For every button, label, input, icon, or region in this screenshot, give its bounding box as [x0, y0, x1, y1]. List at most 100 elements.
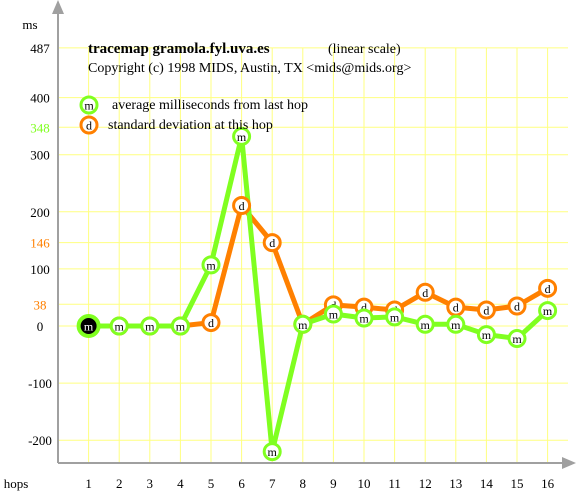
- data-point-letter: d: [453, 301, 459, 315]
- data-point-letter: m: [390, 310, 400, 324]
- data-point-d: d: [262, 233, 282, 253]
- data-point-m: m: [232, 126, 252, 146]
- data-point-letter: m: [329, 308, 339, 322]
- data-point-m: m: [293, 314, 313, 334]
- data-point-m: m: [109, 316, 129, 336]
- data-point-letter: m: [451, 318, 461, 332]
- x-tick-label: 5: [208, 476, 215, 491]
- x-tick-label: 11: [388, 476, 401, 491]
- data-point-marker-m: [262, 442, 282, 462]
- axis-tick-labels: 1 2 3 4 5 6 7 8 9 10 11 12 13 14 15 16-200-100010020030…: [28, 41, 555, 491]
- chart-header: tracemap gramola.fyl.uva.es (linear scal…: [88, 41, 411, 76]
- data-point-m: m: [415, 314, 435, 334]
- data-point-m: m: [385, 307, 405, 327]
- data-point-letter: m: [359, 312, 369, 326]
- y-tick-label: 400: [30, 91, 50, 106]
- data-point-letter: d: [208, 316, 214, 330]
- data-point-letter: d: [239, 199, 245, 213]
- data-point-marker-m: [385, 307, 405, 327]
- y-axis-arrow-icon: [52, 0, 64, 14]
- data-point-letter: m: [145, 320, 155, 334]
- data-point-letter: m: [482, 328, 492, 342]
- series-lines: [86, 133, 551, 455]
- data-point-m: m: [538, 301, 558, 321]
- data-point-marker-m: [170, 316, 190, 336]
- x-tick-label: 1: [85, 476, 92, 491]
- data-point-m: m: [76, 314, 101, 338]
- y-special-tick-label: 38: [34, 297, 47, 312]
- x-tick-label: 13: [449, 476, 462, 491]
- data-point-marker-m: [415, 314, 435, 334]
- data-point-marker-d: [232, 196, 252, 216]
- data-point-d: d: [538, 278, 558, 298]
- y-special-tick-label: 487: [30, 41, 50, 56]
- data-point-m: m: [262, 442, 282, 462]
- x-tick-label: 14: [480, 476, 494, 491]
- x-tick-label: 4: [177, 476, 184, 491]
- data-point-letter: m: [268, 445, 278, 459]
- data-point-marker-m: [323, 304, 343, 324]
- x-tick-label: 12: [419, 476, 432, 491]
- grid: [58, 47, 568, 463]
- data-point-marker-d: [262, 233, 282, 253]
- data-point-letter: m: [176, 320, 186, 334]
- x-tick-label: 7: [269, 476, 276, 491]
- legend-avg-label: average milliseconds from last hop: [112, 98, 308, 113]
- data-point-m: m: [201, 255, 221, 275]
- data-point-m: m: [170, 316, 190, 336]
- y-special-tick-label: 348: [30, 120, 50, 135]
- legend: m average milliseconds from last hop d s…: [79, 95, 308, 135]
- data-point-marker-d: [507, 296, 527, 316]
- data-point-d: d: [201, 313, 221, 333]
- data-point-marker-d: [415, 282, 435, 302]
- legend-sd-marker-letter: d: [86, 119, 92, 133]
- scale-note: (linear scale): [328, 42, 401, 57]
- copyright-notice: Copyright (c) 1998 MIDS, Austin, TX <mid…: [88, 61, 411, 76]
- legend-m-marker-icon: [79, 95, 99, 115]
- data-point-m: m: [446, 314, 466, 334]
- data-point-m: m: [323, 304, 343, 324]
- legend-item-avg: m average milliseconds from last hop: [79, 95, 308, 115]
- data-point-marker-m: [476, 325, 496, 345]
- y-tick-label: 300: [30, 148, 50, 163]
- data-point-marker-m: [232, 126, 252, 146]
- data-point-m: m: [354, 308, 374, 328]
- x-tick-label: 16: [541, 476, 555, 491]
- legend-item-sd: d standard deviation at this hop: [79, 115, 273, 135]
- data-point-letter: m: [206, 258, 216, 272]
- y-tick-label: -100: [28, 376, 52, 391]
- y-tick-label: 200: [30, 205, 50, 220]
- series-markers: ddddddddddddddddmmmmmmmmmmmmmmmm: [76, 126, 558, 462]
- legend-d-marker-icon: [79, 115, 99, 135]
- data-point-letter: m: [84, 320, 94, 334]
- data-point-d: d: [415, 282, 435, 302]
- data-point-letter: m: [298, 318, 308, 332]
- x-axis-arrow-icon: [562, 457, 576, 469]
- data-point-letter: m: [512, 332, 522, 346]
- legend-sd-label: standard deviation at this hop: [108, 118, 273, 133]
- data-point-letter: m: [421, 318, 431, 332]
- y-special-tick-label: 146: [30, 236, 50, 251]
- data-point-letter: d: [483, 304, 489, 318]
- legend-avg-marker-letter: m: [84, 99, 94, 113]
- data-point-m: m: [507, 329, 527, 349]
- x-tick-label: 8: [300, 476, 307, 491]
- data-point-letter: d: [361, 301, 367, 315]
- data-point-marker-m: [109, 316, 129, 336]
- x-axis-label: hops: [4, 476, 29, 491]
- data-point-marker-d: [538, 278, 558, 298]
- data-point-d: d: [232, 196, 252, 216]
- data-point-letter: d: [422, 286, 428, 300]
- data-point-letter: d: [514, 300, 520, 314]
- data-point-d: d: [476, 300, 496, 320]
- series-line-m: [86, 133, 551, 455]
- y-tick-label: -200: [28, 433, 52, 448]
- axes: [52, 0, 576, 469]
- x-tick-label: 9: [330, 476, 337, 491]
- x-tick-label: 6: [238, 476, 245, 491]
- data-point-letter: d: [269, 236, 275, 250]
- data-point-letter: m: [543, 304, 553, 318]
- x-tick-label: 10: [358, 476, 371, 491]
- data-point-marker-m: [538, 301, 558, 321]
